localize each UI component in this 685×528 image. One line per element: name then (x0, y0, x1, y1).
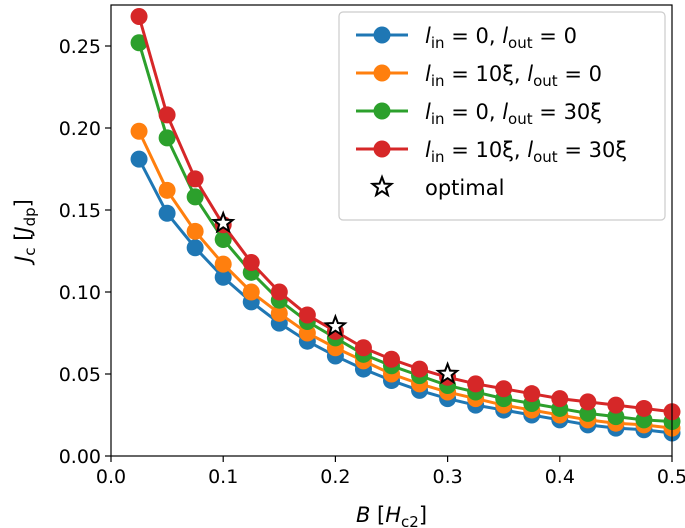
y-tick-label: 0.20 (59, 118, 101, 140)
data-point (635, 399, 653, 417)
data-point (130, 34, 148, 52)
optimal-markers (210, 210, 460, 385)
data-point (214, 231, 232, 249)
data-point (607, 396, 625, 414)
data-point (298, 306, 316, 324)
data-point (523, 385, 541, 403)
y-tick-label: 0.10 (59, 282, 101, 304)
legend-entry-optimal: optimal (369, 174, 504, 200)
data-point (270, 304, 288, 322)
legend-entry-1: lin = 10ξ, lout = 0 (356, 62, 602, 90)
legend-label: lin = 10ξ, lout = 30ξ (425, 138, 627, 166)
data-point (551, 390, 569, 408)
x-tick-label: 0.2 (320, 466, 350, 488)
axes: 0.0 0.1 0.2 0.3 0.4 0.5 0.00 0.05 0.10 0.15 0.20 0.… (11, 4, 685, 528)
data-point (158, 129, 176, 147)
legend-label: lin = 10ξ, lout = 0 (425, 62, 602, 90)
data-point (186, 222, 204, 240)
legend-star (369, 174, 395, 198)
data-point (130, 7, 148, 25)
optimal-star (210, 210, 236, 234)
legend-label: lin = 0, lout = 30ξ (425, 100, 602, 128)
data-point (214, 268, 232, 286)
data-point (495, 380, 513, 398)
data-point (579, 393, 597, 411)
y-axis-label: Jc [Jdp] (11, 199, 39, 266)
data-point (214, 255, 232, 273)
legend-box (338, 11, 666, 221)
legend: lin = 0, lout = 0 lin = 10ξ, lout = 0 lin … (338, 11, 666, 221)
data-point (354, 339, 372, 357)
plot-area (130, 7, 681, 442)
x-tick-label: 0.4 (545, 466, 575, 488)
legend-label: lin = 0, lout = 0 (425, 24, 577, 52)
data-point (186, 188, 204, 206)
data-point (130, 150, 148, 168)
data-point (186, 170, 204, 188)
data-point (242, 283, 260, 301)
legend-marker (373, 140, 391, 158)
axes-frame (110, 4, 673, 457)
data-point (186, 239, 204, 257)
legend-entry-2: lin = 0, lout = 30ξ (356, 100, 602, 128)
legend-marker (373, 102, 391, 120)
x-tick-label: 0.0 (96, 466, 126, 488)
legend-label-optimal: optimal (425, 176, 504, 200)
y-tick-label: 0.00 (59, 446, 101, 468)
data-point (467, 375, 485, 393)
legend-marker (373, 26, 391, 44)
data-point (270, 283, 288, 301)
x-axis-label: B [Hc2] (356, 503, 427, 528)
y-tick-label: 0.25 (59, 36, 101, 58)
data-point (158, 204, 176, 222)
data-point (158, 181, 176, 199)
data-point (411, 360, 429, 378)
data-point (158, 106, 176, 124)
x-tick-label: 0.5 (657, 466, 685, 488)
data-point (383, 350, 400, 368)
x-tick-label: 0.3 (432, 466, 462, 488)
y-tick-label: 0.15 (59, 200, 101, 222)
legend-entry-3: lin = 10ξ, lout = 30ξ (356, 138, 627, 166)
optimal-star (323, 313, 348, 337)
data-point (130, 122, 148, 140)
y-tick-label: 0.05 (59, 364, 101, 386)
x-tick-label: 0.1 (208, 466, 238, 488)
legend-marker (373, 64, 391, 82)
legend-entry-0: lin = 0, lout = 0 (356, 24, 577, 52)
optimal-star (435, 361, 460, 385)
data-point (242, 253, 260, 271)
